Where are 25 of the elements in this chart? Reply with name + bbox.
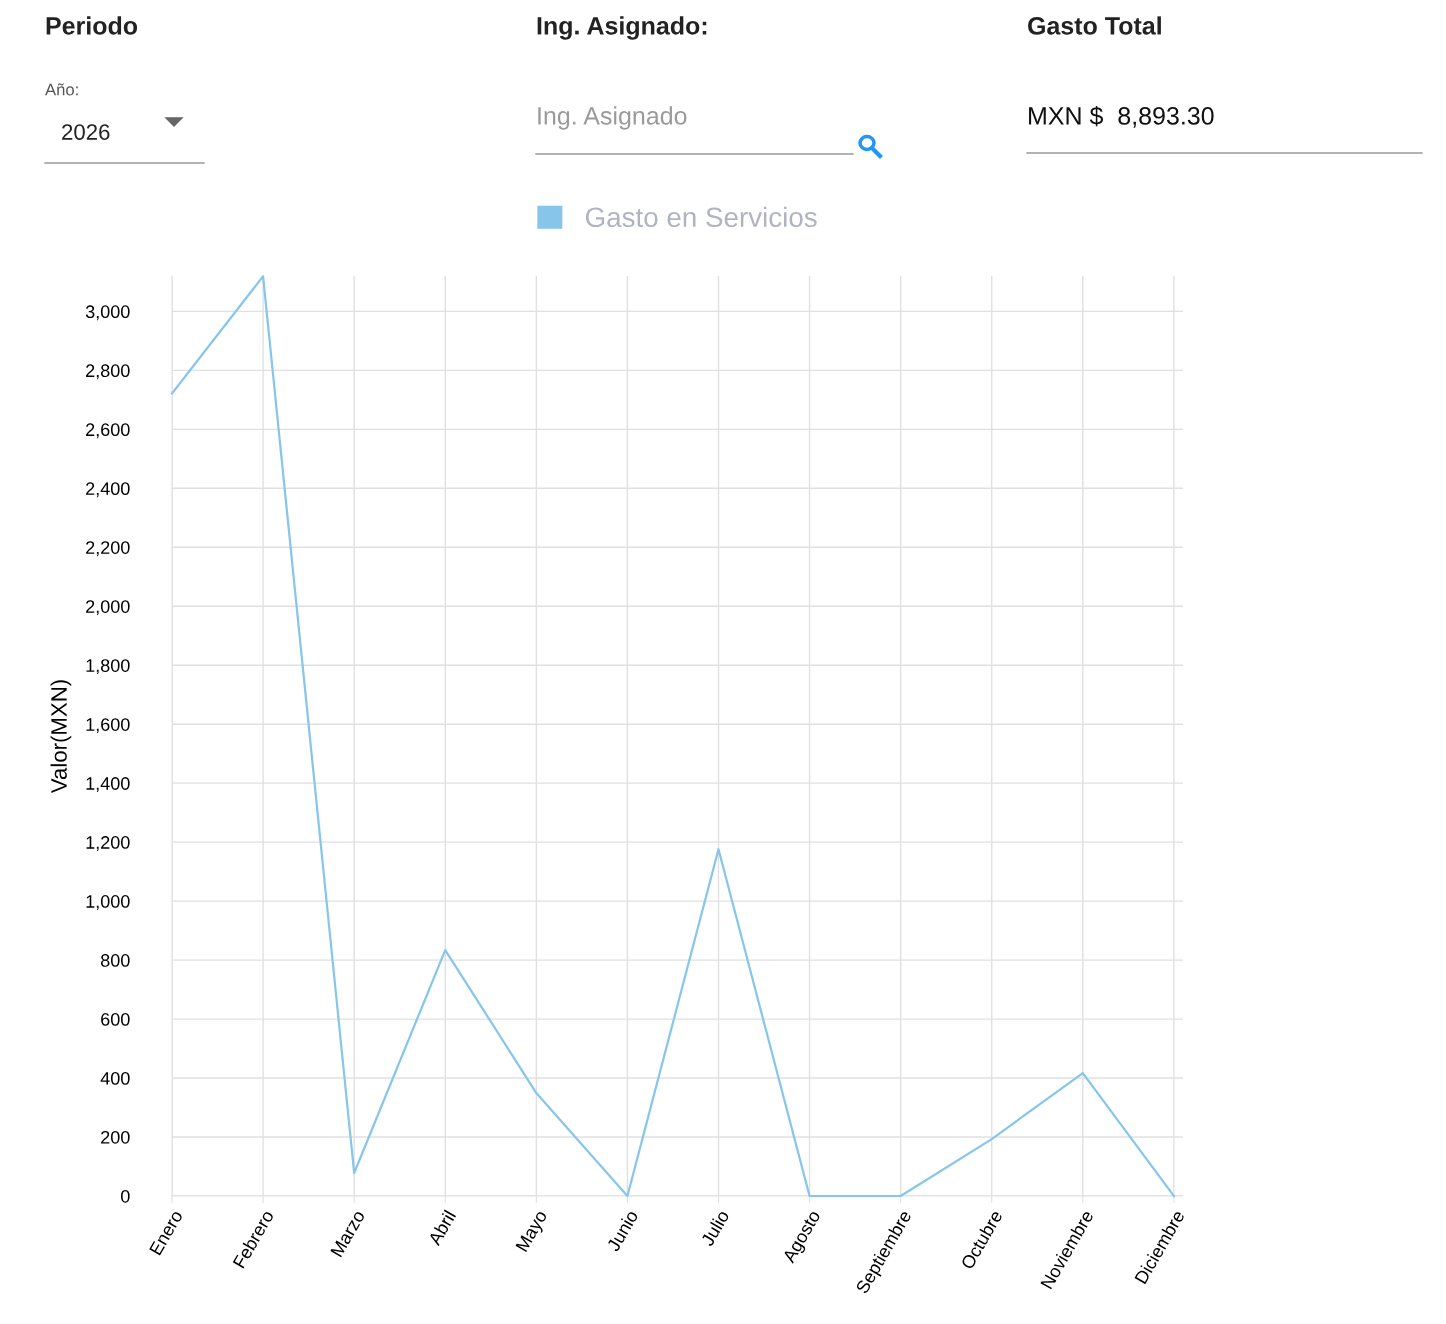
y-tick-label: 600 xyxy=(101,1013,130,1026)
y-tick-label: 400 xyxy=(100,1071,130,1085)
y-tick-label: 200 xyxy=(101,1130,130,1144)
text: Gasto Total xyxy=(1028,16,1161,35)
y-tick-label: 2,800 xyxy=(86,364,130,380)
text: Ing. Asignado xyxy=(538,106,687,130)
legend-label: Gasto en Servicios xyxy=(585,206,817,228)
y-tick-label: 800 xyxy=(101,954,130,967)
y-tick-label: 1,600 xyxy=(86,718,130,734)
y-tick-label: 1,200 xyxy=(86,836,130,852)
y-tick-label: 1,400 xyxy=(86,777,130,793)
text: Periodo xyxy=(46,16,138,35)
text: 2026 xyxy=(62,124,110,140)
y-tick-label: 0 xyxy=(121,1189,130,1203)
text: Año: xyxy=(45,83,78,96)
y-tick-label: 2,200 xyxy=(86,541,130,557)
text: Ing. Asignado: xyxy=(537,16,707,40)
y-tick-label: 2,000 xyxy=(86,600,130,616)
y-tick-label: 2,400 xyxy=(86,482,130,498)
y-tick-label: 2,600 xyxy=(86,423,130,439)
text: MXN $ 8,893.30 xyxy=(1029,105,1214,128)
y-tick-label: 3,000 xyxy=(85,305,130,321)
y-tick-label: 1,000 xyxy=(86,895,130,910)
y-axis-title: Valor(MXN) xyxy=(50,680,72,794)
y-tick-label: 1,800 xyxy=(86,659,130,675)
